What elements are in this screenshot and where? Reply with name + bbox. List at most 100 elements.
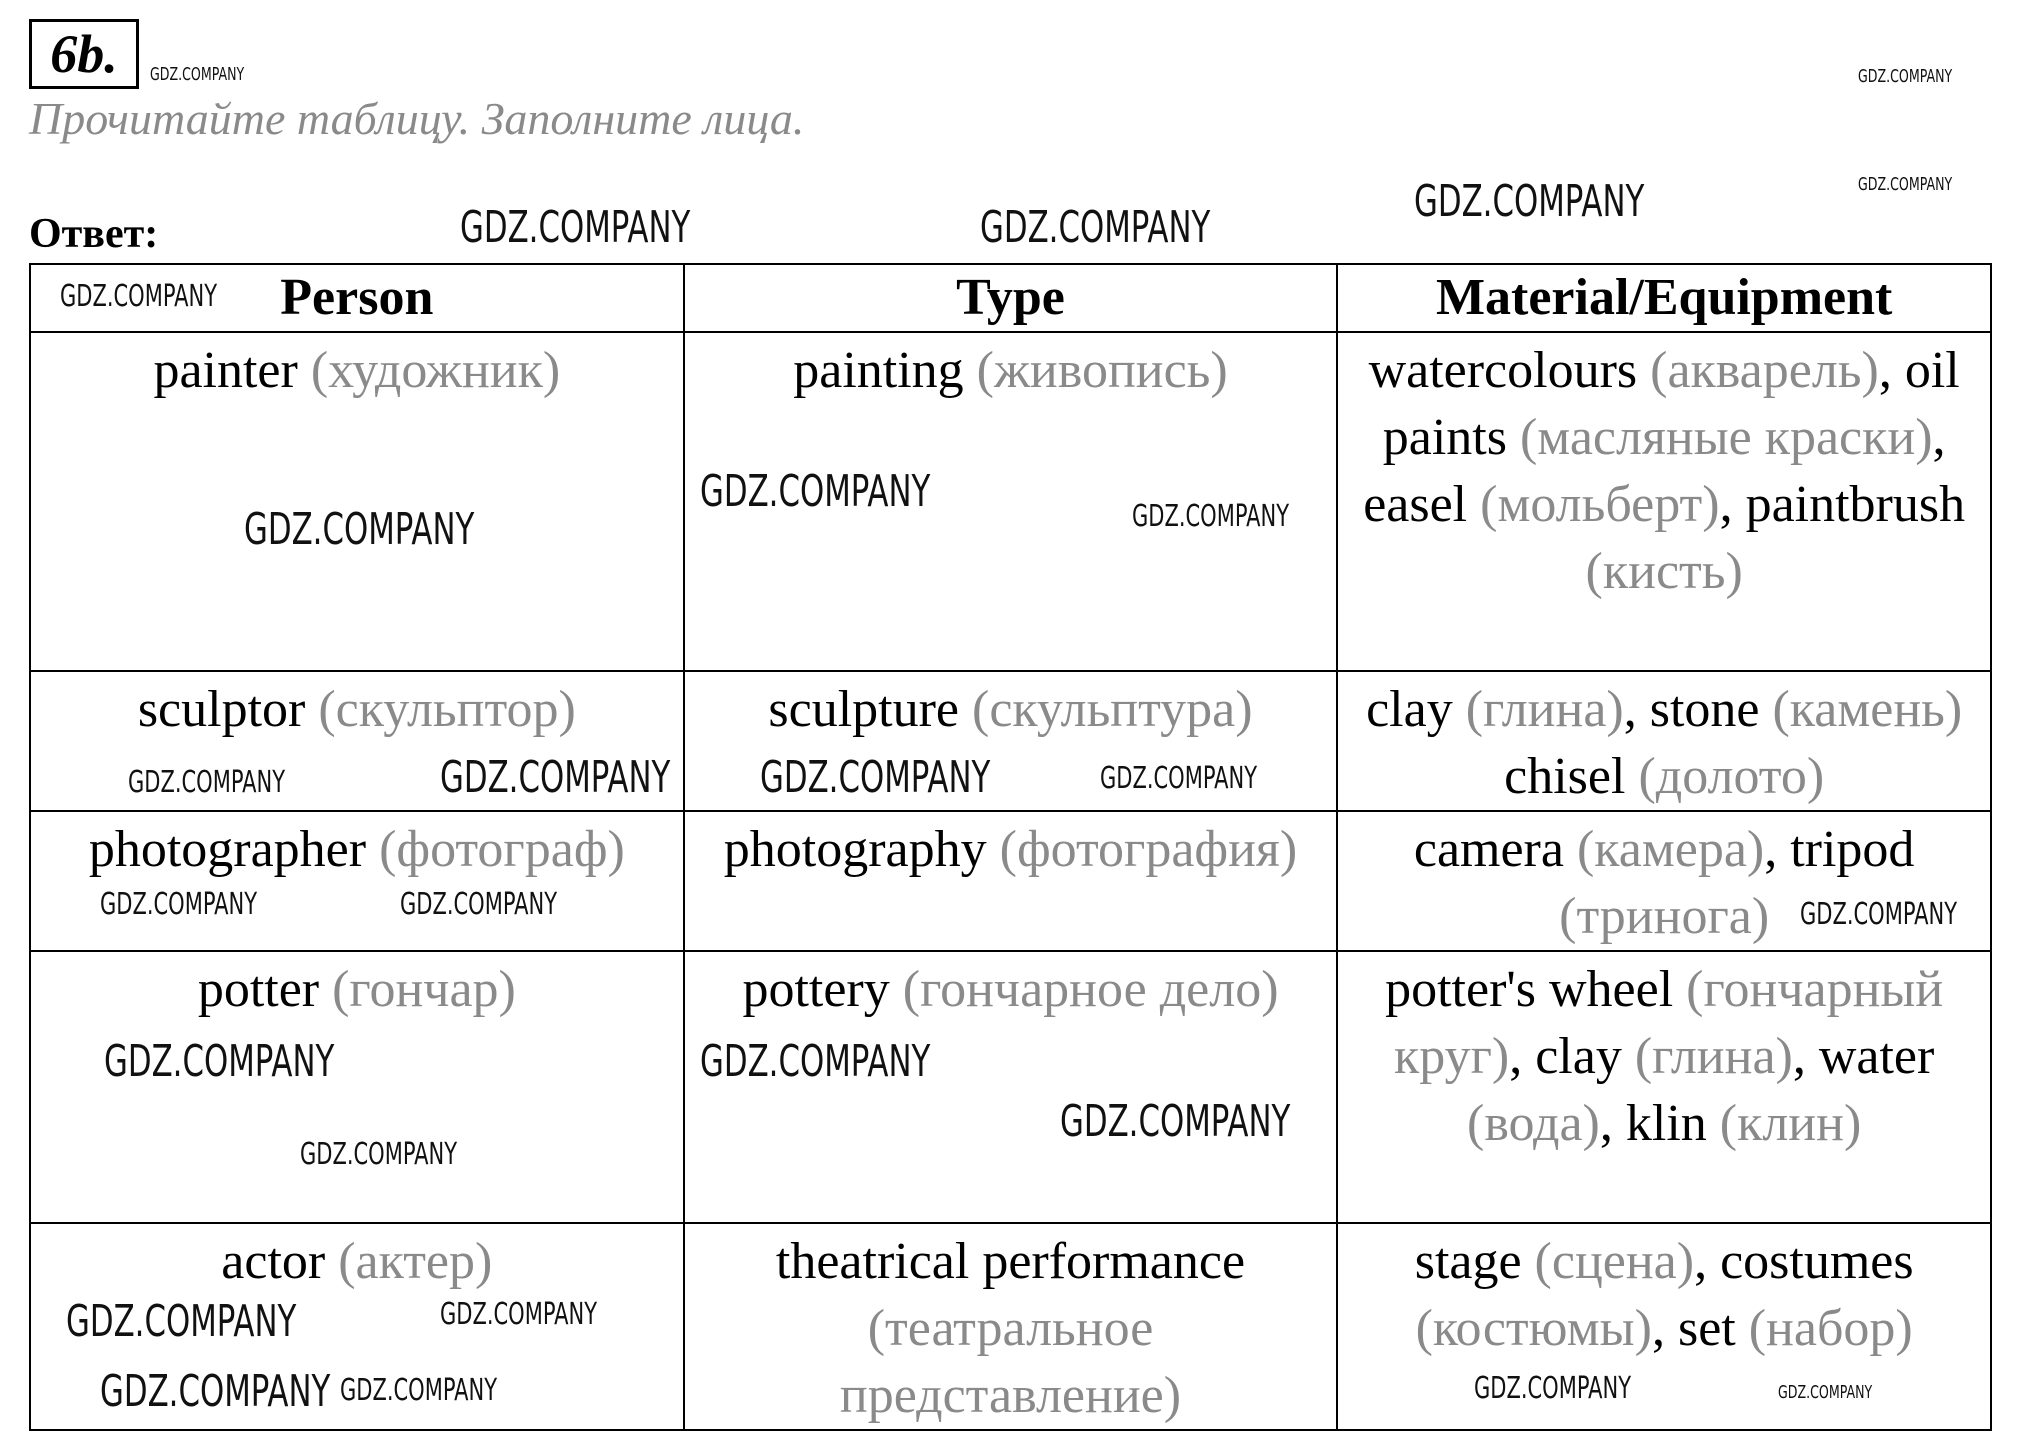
cell-type: sculpture (скульптура) xyxy=(682,670,1339,812)
translation-text: (актер) xyxy=(338,1233,493,1290)
table-row: photographer (фотограф) photography (фото… xyxy=(29,810,1992,952)
watermark: GDZ.COMPANY xyxy=(440,752,671,803)
english-text: chisel xyxy=(1504,748,1639,805)
table-row: painter (художник) painting (живопись) wat… xyxy=(29,331,1992,672)
header-material: Material/Equipment xyxy=(1336,263,1992,333)
cell-type: painting (живопись) xyxy=(682,331,1339,672)
cell-person: sculptor (скульптор) xyxy=(29,670,685,812)
translation-text: (скульптура) xyxy=(972,681,1253,738)
watermark: GDZ.COMPANY xyxy=(440,1297,598,1332)
english-text: , oil paints xyxy=(1382,342,1960,466)
translation-text: (фотограф) xyxy=(379,821,625,878)
watermark: GDZ.COMPANY xyxy=(1414,176,1645,227)
watermark: GDZ.COMPANY xyxy=(980,202,1211,253)
cell-material: stage (сцена), costumes (костюмы), set (… xyxy=(1336,1222,1992,1431)
english-text: stage xyxy=(1414,1233,1535,1290)
watermark: GDZ.COMPANY xyxy=(340,1373,498,1408)
english-text: , easel xyxy=(1363,409,1946,533)
watermark: GDZ.COMPANY xyxy=(400,887,558,922)
watermark: GDZ.COMPANY xyxy=(1778,1382,1873,1403)
watermark: GDZ.COMPANY xyxy=(1132,499,1290,534)
english-text: , tripod xyxy=(1764,821,1915,878)
answer-label: Ответ: xyxy=(29,211,159,257)
translation-text: (камера) xyxy=(1576,821,1765,878)
watermark: GDZ.COMPANY xyxy=(1800,897,1958,932)
cell-person: photographer (фотограф) xyxy=(29,810,685,952)
header-person: Person xyxy=(29,263,685,333)
header-type: Type xyxy=(682,263,1339,333)
watermark: GDZ.COMPANY xyxy=(1060,1096,1291,1147)
cell-person: potter (гончар) xyxy=(29,950,685,1224)
english-text: , costumes xyxy=(1694,1233,1914,1290)
translation-text: (клин) xyxy=(1719,1095,1862,1152)
watermark: GDZ.COMPANY xyxy=(66,1296,297,1347)
cell-person: painter (художник) xyxy=(29,331,685,672)
english-text: , paintbrush xyxy=(1719,476,1966,533)
cell-type: pottery (гончарное дело) xyxy=(682,950,1339,1224)
translation-text: (тринога) xyxy=(1559,888,1770,945)
translation-text: (гончар) xyxy=(332,961,516,1018)
watermark: GDZ.COMPANY xyxy=(104,1036,335,1087)
english-text: painting xyxy=(793,342,977,399)
translation-text: (набор) xyxy=(1748,1300,1913,1357)
cell-material: potter's wheel (гончарный круг), clay (г… xyxy=(1336,950,1992,1224)
translation-text: (гончарный круг) xyxy=(1393,961,1944,1085)
watermark: GDZ.COMPANY xyxy=(128,765,286,800)
translation-text: (глина) xyxy=(1465,681,1624,738)
watermark: GDZ.COMPANY xyxy=(1100,761,1258,796)
english-text: potter's wheel xyxy=(1385,961,1687,1018)
translation-text: (камень) xyxy=(1772,681,1963,738)
watermark: GDZ.COMPANY xyxy=(1858,66,1953,87)
exercise-number: 6b. xyxy=(29,19,139,89)
translation-text: (акварель) xyxy=(1650,342,1879,399)
table-header-row: Person Type Material/Equipment xyxy=(29,263,1992,333)
watermark: GDZ.COMPANY xyxy=(760,752,991,803)
table-row: sculptor (скульптор) sculpture (скульптур… xyxy=(29,670,1992,812)
english-text: painter xyxy=(153,342,311,399)
translation-text: (театральное представление) xyxy=(839,1300,1182,1424)
english-text: photography xyxy=(723,821,1000,878)
english-text: , water xyxy=(1792,1028,1935,1085)
translation-text: (вода) xyxy=(1467,1095,1600,1152)
cell-material: clay (глина), stone (камень) chisel (дол… xyxy=(1336,670,1992,812)
translation-text: (скульптор) xyxy=(318,681,576,738)
translation-text: (костюмы) xyxy=(1415,1300,1652,1357)
cell-material: watercolours (акварель), oil paints (мас… xyxy=(1336,331,1992,672)
watermark: GDZ.COMPANY xyxy=(700,466,931,517)
english-text: theatrical performance xyxy=(775,1233,1246,1290)
watermark: GDZ.COMPANY xyxy=(300,1137,458,1172)
translation-text: (долото) xyxy=(1638,748,1825,805)
english-text: actor xyxy=(221,1233,339,1290)
watermark: GDZ.COMPANY xyxy=(244,504,475,555)
translation-text: (гончарное дело) xyxy=(902,961,1279,1018)
watermark: GDZ.COMPANY xyxy=(100,1366,331,1417)
watermark: GDZ.COMPANY xyxy=(700,1036,931,1087)
english-text: , stone xyxy=(1623,681,1773,738)
cell-person: actor (актер) xyxy=(29,1222,685,1431)
table-row: actor (актер) theatrical performance (теа… xyxy=(29,1222,1992,1431)
translation-text: (кисть) xyxy=(1585,543,1743,600)
english-text: clay xyxy=(1366,681,1466,738)
cell-type: photography (фотография) xyxy=(682,810,1339,952)
english-text: watercolours xyxy=(1368,342,1651,399)
watermark: GDZ.COMPANY xyxy=(1474,1371,1632,1406)
english-text: potter xyxy=(197,961,333,1018)
english-text: sculpture xyxy=(768,681,972,738)
english-text: , set xyxy=(1651,1300,1749,1357)
cell-type: theatrical performance (театральное пред… xyxy=(682,1222,1339,1431)
table-row: potter (гончар) pottery (гончарное дело) p… xyxy=(29,950,1992,1224)
english-text: photographer xyxy=(88,821,380,878)
translation-text: (мольберт) xyxy=(1480,476,1720,533)
watermark: GDZ.COMPANY xyxy=(1858,174,1953,195)
english-text: , klin xyxy=(1599,1095,1720,1152)
watermark: GDZ.COMPANY xyxy=(60,279,218,314)
translation-text: (фотография) xyxy=(999,821,1298,878)
english-text: camera xyxy=(1413,821,1577,878)
watermark: GDZ.COMPANY xyxy=(100,887,258,922)
answer-table: Person Type Material/Equipment painter (… xyxy=(29,263,1992,1431)
english-text: pottery xyxy=(742,961,903,1018)
translation-text: (сцена) xyxy=(1534,1233,1695,1290)
cell-material: camera (камера), tripod (тринога) xyxy=(1336,810,1992,952)
watermark: GDZ.COMPANY xyxy=(460,202,691,253)
translation-text: (живопись) xyxy=(976,342,1228,399)
